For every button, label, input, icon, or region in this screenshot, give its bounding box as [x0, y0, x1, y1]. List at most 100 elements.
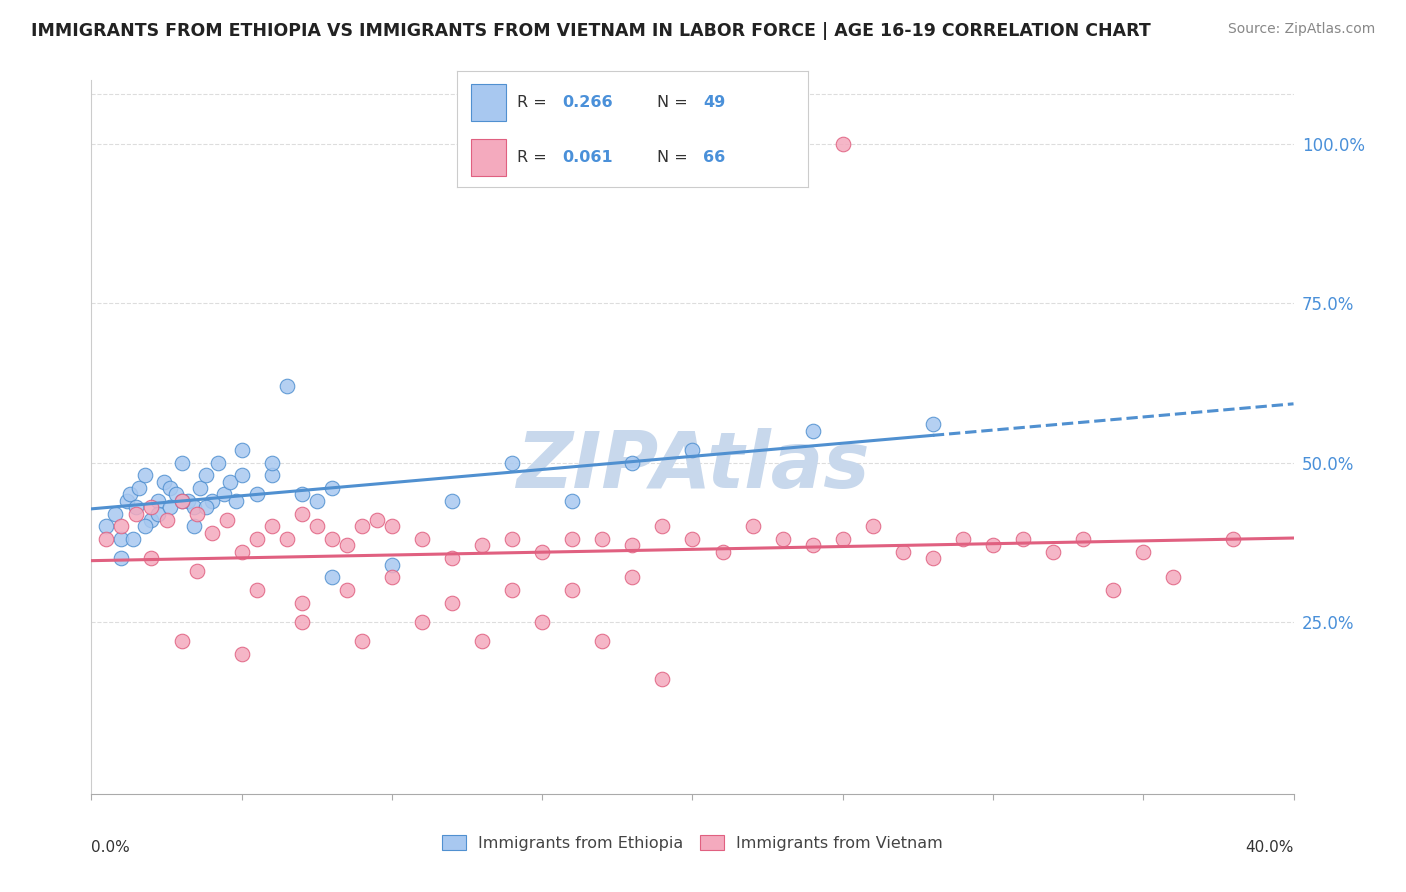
Point	[1042, 545, 1064, 559]
Point	[381, 558, 404, 572]
Point	[146, 493, 169, 508]
Point	[246, 582, 269, 597]
Point	[531, 545, 554, 559]
Point	[170, 456, 193, 470]
Point	[952, 532, 974, 546]
Point	[231, 442, 253, 457]
Point	[186, 507, 208, 521]
Point	[201, 525, 224, 540]
Point	[117, 493, 139, 508]
Text: 49: 49	[703, 95, 725, 111]
Point	[561, 582, 583, 597]
Point	[201, 493, 224, 508]
Point	[411, 615, 433, 629]
Point	[471, 538, 494, 552]
Text: 0.0%: 0.0%	[91, 840, 131, 855]
Point	[212, 487, 235, 501]
Text: 0.266: 0.266	[562, 95, 613, 111]
Point	[194, 468, 217, 483]
Point	[170, 493, 193, 508]
Point	[104, 507, 127, 521]
Point	[305, 519, 328, 533]
Point	[922, 417, 945, 432]
Point	[336, 582, 359, 597]
Text: ZIPAtlas: ZIPAtlas	[516, 427, 869, 504]
Point	[134, 468, 156, 483]
Point	[188, 481, 211, 495]
Point	[246, 487, 269, 501]
Point	[561, 532, 583, 546]
Point	[862, 519, 884, 533]
Point	[122, 532, 145, 546]
Point	[120, 487, 142, 501]
Point	[681, 532, 703, 546]
Point	[176, 493, 198, 508]
Point	[231, 647, 253, 661]
Point	[146, 507, 169, 521]
Point	[155, 513, 177, 527]
Point	[366, 513, 388, 527]
Text: IMMIGRANTS FROM ETHIOPIA VS IMMIGRANTS FROM VIETNAM IN LABOR FORCE | AGE 16-19 C: IMMIGRANTS FROM ETHIOPIA VS IMMIGRANTS F…	[31, 22, 1150, 40]
Point	[801, 538, 824, 552]
Point	[260, 456, 283, 470]
Legend: Immigrants from Ethiopia, Immigrants from Vietnam: Immigrants from Ethiopia, Immigrants fro…	[436, 829, 949, 857]
Point	[291, 507, 314, 521]
Point	[291, 615, 314, 629]
Point	[501, 532, 523, 546]
Point	[110, 532, 132, 546]
Point	[276, 379, 298, 393]
Point	[159, 481, 181, 495]
Point	[621, 570, 644, 584]
Point	[981, 538, 1004, 552]
Point	[260, 468, 283, 483]
Text: 40.0%: 40.0%	[1246, 840, 1294, 855]
Point	[183, 519, 205, 533]
Point	[471, 634, 494, 648]
Point	[381, 519, 404, 533]
Point	[170, 634, 193, 648]
Point	[651, 519, 673, 533]
Point	[207, 456, 229, 470]
Point	[110, 551, 132, 566]
Point	[231, 545, 253, 559]
Point	[411, 532, 433, 546]
Point	[1012, 532, 1035, 546]
Point	[291, 487, 314, 501]
Point	[591, 634, 613, 648]
Point	[801, 424, 824, 438]
Point	[159, 500, 181, 515]
Text: N =: N =	[657, 95, 693, 111]
Point	[681, 442, 703, 457]
Point	[1071, 532, 1094, 546]
Point	[231, 468, 253, 483]
FancyBboxPatch shape	[471, 138, 506, 176]
Point	[922, 551, 945, 566]
Point	[621, 538, 644, 552]
Point	[321, 481, 343, 495]
Point	[291, 596, 314, 610]
Text: Source: ZipAtlas.com: Source: ZipAtlas.com	[1227, 22, 1375, 37]
Point	[321, 570, 343, 584]
Text: 0.061: 0.061	[562, 150, 613, 165]
Point	[1132, 545, 1154, 559]
Point	[350, 519, 373, 533]
Point	[170, 493, 193, 508]
Point	[183, 500, 205, 515]
Point	[440, 493, 463, 508]
Point	[501, 582, 523, 597]
Point	[125, 500, 148, 515]
Point	[440, 551, 463, 566]
Point	[128, 481, 150, 495]
Point	[741, 519, 763, 533]
Point	[186, 564, 208, 578]
Point	[591, 532, 613, 546]
Point	[621, 456, 644, 470]
Point	[305, 493, 328, 508]
Point	[218, 475, 240, 489]
Text: 66: 66	[703, 150, 725, 165]
Point	[651, 672, 673, 686]
Point	[350, 634, 373, 648]
Point	[152, 475, 174, 489]
Text: R =: R =	[517, 150, 551, 165]
Point	[134, 519, 156, 533]
